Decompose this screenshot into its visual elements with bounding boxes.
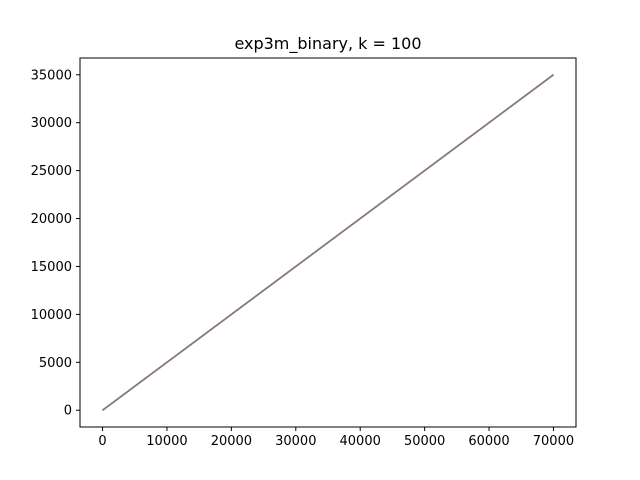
series-line-5 bbox=[102, 74, 554, 411]
x-tick-label: 0 bbox=[98, 434, 106, 449]
y-tick-label: 20000 bbox=[31, 212, 72, 227]
series-layer bbox=[102, 74, 554, 411]
y-tick-label: 10000 bbox=[31, 308, 72, 323]
x-axis: 0 10000 20000 30000 40000 50000 60000 70000 bbox=[98, 427, 574, 449]
x-tick-label: 30000 bbox=[275, 434, 316, 449]
x-tick-label: 60000 bbox=[468, 434, 509, 449]
y-tick-label: 30000 bbox=[31, 116, 72, 131]
y-tick-label: 35000 bbox=[31, 68, 72, 83]
x-tick-label: 20000 bbox=[211, 434, 252, 449]
y-axis: 0 5000 10000 15000 20000 25000 30000 35000 bbox=[31, 68, 80, 419]
x-tick-label: 10000 bbox=[146, 434, 187, 449]
x-tick-label: 40000 bbox=[340, 434, 381, 449]
y-tick-label: 5000 bbox=[39, 356, 72, 371]
x-tick-label: 70000 bbox=[533, 434, 574, 449]
plot-frame bbox=[79, 57, 577, 428]
y-tick-label: 25000 bbox=[31, 164, 72, 179]
x-tick-label: 50000 bbox=[404, 434, 445, 449]
y-tick-label: 0 bbox=[64, 404, 72, 419]
chart-title: exp3m_binary, k = 100 bbox=[234, 34, 421, 54]
y-tick-label: 15000 bbox=[31, 260, 72, 275]
